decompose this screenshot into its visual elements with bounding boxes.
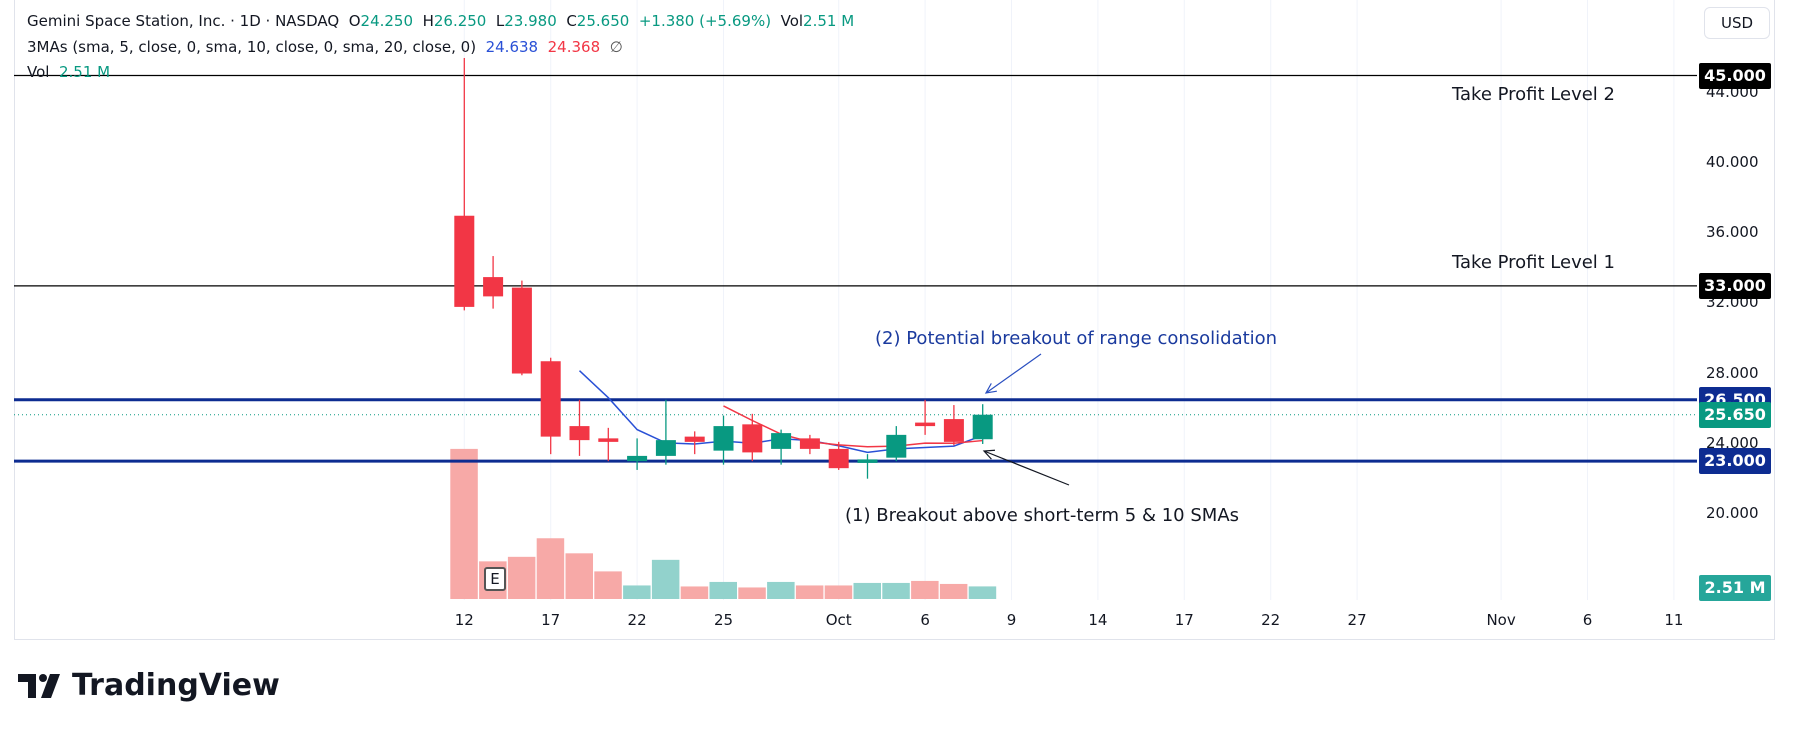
candle-body	[771, 433, 792, 449]
candle-body	[598, 438, 619, 442]
time-tick-label: 9	[1006, 611, 1017, 629]
breakout-arrow-1	[983, 450, 1070, 486]
candle-body	[915, 422, 936, 427]
volume-bar	[738, 587, 766, 599]
candle-body	[569, 426, 590, 441]
volume-bar	[968, 586, 997, 599]
low-value: 23.980	[504, 12, 557, 30]
legend-symbol-row: Gemini Space Station, Inc. · 1D · NASDAQ…	[27, 12, 854, 30]
time-tick-label: 6	[1582, 611, 1593, 629]
candle-body	[511, 287, 532, 374]
vol-indicator-label[interactable]: Vol	[27, 63, 50, 81]
time-tick-label: 12	[454, 611, 474, 629]
price-level-label: 33.000	[1699, 272, 1771, 299]
volume-bar	[911, 580, 939, 599]
price-level-label: 23.000	[1699, 448, 1771, 475]
candle-body	[684, 436, 705, 442]
volume-bar	[594, 571, 622, 599]
open-label: O	[348, 12, 361, 30]
candle-body	[540, 361, 561, 437]
ma3-value: ∅	[609, 38, 623, 56]
tradingview-logo-icon	[18, 673, 60, 698]
volume-bar	[767, 581, 795, 599]
price-tick-label: 28.000	[1706, 363, 1759, 382]
candle-body	[627, 455, 648, 462]
candle-body	[655, 440, 676, 456]
vol-label: Vol	[780, 12, 804, 30]
volume-bar	[623, 585, 651, 599]
time-tick-label: 11	[1664, 611, 1684, 629]
candle-body	[828, 448, 849, 469]
change-value: +1.380 (+5.69%)	[638, 12, 772, 30]
vol-indicator-value: 2.51 M	[59, 63, 111, 81]
close-value: 25.650	[576, 12, 630, 30]
time-tick-label: Nov	[1486, 611, 1516, 629]
volume-bar	[824, 585, 853, 599]
time-tick-label: 22	[1261, 611, 1281, 629]
price-tick-label: 20.000	[1706, 503, 1759, 522]
legend-ma-row: 3MAs (sma, 5, close, 0, sma, 10, close, …	[27, 38, 623, 56]
time-tick-label: 14	[1088, 611, 1108, 629]
breakout-arrow-1-head	[982, 449, 996, 460]
note-sma-breakout: (1) Breakout above short-term 5 & 10 SMA…	[845, 505, 1240, 526]
breakout-arrow-2	[985, 353, 1042, 394]
volume-bar	[853, 582, 881, 599]
tradingview-logo[interactable]: TradingView	[18, 668, 280, 703]
take-profit-1-label: Take Profit Level 1	[1452, 252, 1615, 273]
candle-body	[483, 277, 504, 297]
volume-bar	[680, 586, 709, 599]
time-tick-label: 17	[541, 611, 561, 629]
note-potential-breakout: (2) Potential breakout of range consolid…	[875, 328, 1278, 349]
volume-bar	[795, 585, 824, 599]
sma-10-line	[723, 405, 983, 448]
price-tick-label: 40.000	[1706, 153, 1759, 172]
candle-body	[886, 434, 907, 458]
volume-bar	[709, 581, 737, 599]
earnings-marker[interactable]: E	[484, 567, 506, 591]
chart-pane[interactable]	[14, 0, 1775, 640]
price-tick-label: 24.000	[1706, 433, 1759, 452]
legend-vol-row: Vol 2.51 M	[27, 63, 110, 81]
low-label: L	[495, 12, 505, 30]
ma2-value: 24.368	[547, 38, 601, 56]
volume-bar	[882, 582, 910, 599]
candle-body	[857, 459, 878, 463]
volume-bar	[565, 553, 593, 599]
time-tick-label: 22	[627, 611, 647, 629]
high-label: H	[422, 12, 434, 30]
vol-value: 2.51 M	[803, 12, 855, 30]
volume-bar	[651, 559, 680, 599]
candle-body	[943, 419, 964, 442]
candle-body	[799, 438, 820, 449]
breakout-arrow-2-head	[984, 383, 997, 394]
volume-bar	[507, 556, 536, 599]
volume-price-label: 2.51 M	[1699, 575, 1771, 601]
price-level-label: 25.650	[1699, 401, 1771, 428]
take-profit-2-label: Take Profit Level 2	[1452, 84, 1615, 105]
symbol-title[interactable]: Gemini Space Station, Inc. · 1D · NASDAQ	[27, 12, 340, 30]
time-tick-label: Oct	[825, 611, 852, 629]
candle-body	[742, 424, 763, 453]
time-tick-label: 25	[713, 611, 734, 629]
price-level-label: 45.000	[1699, 62, 1771, 89]
time-tick-label: 27	[1347, 611, 1367, 629]
high-value: 26.250	[433, 12, 487, 30]
candle-body	[454, 215, 475, 307]
time-tick-label: 6	[920, 611, 930, 629]
candle-body	[972, 414, 993, 440]
volume-bar	[536, 538, 565, 599]
open-value: 24.250	[360, 12, 414, 30]
volume-bar	[939, 583, 968, 599]
currency-button[interactable]: USD	[1704, 7, 1770, 39]
price-tick-label: 36.000	[1706, 223, 1759, 242]
candle-body	[713, 426, 734, 451]
volume-bar	[450, 448, 478, 599]
brand-name: TradingView	[72, 668, 280, 703]
ma1-value: 24.638	[485, 38, 539, 56]
time-tick-label: 17	[1174, 611, 1194, 629]
ma-indicator-label[interactable]: 3MAs (sma, 5, close, 0, sma, 10, close, …	[27, 38, 477, 56]
close-label: C	[566, 12, 577, 30]
